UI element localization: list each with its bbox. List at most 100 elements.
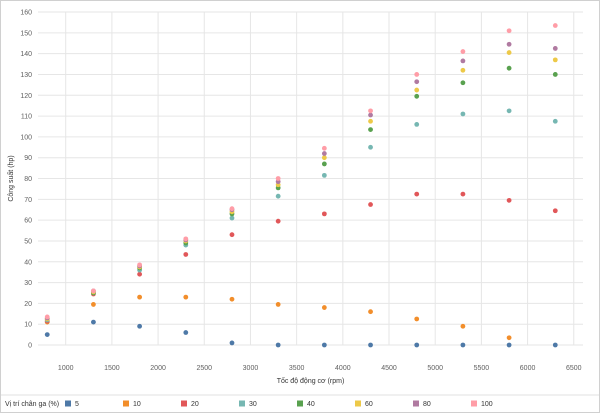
point-series-100	[368, 108, 373, 114]
y-axis-ticks: 0 10 20 30 40 50 60 70 80 90 100 110 120 130 140 150 160	[20, 10, 32, 350]
point-series-60	[460, 67, 466, 73]
point-series-80	[368, 112, 373, 118]
legend-label-10: 10	[133, 401, 141, 408]
point-series-60	[368, 118, 373, 124]
point-series-5	[460, 342, 466, 348]
point-series-10	[414, 316, 420, 322]
point-series-80	[552, 46, 558, 51]
point-series-100	[552, 23, 558, 28]
point-series-20	[506, 197, 512, 203]
point-series-10	[275, 302, 281, 307]
point-series-20	[275, 218, 281, 224]
y-tick-label: 50	[24, 238, 32, 245]
point-series-30	[229, 215, 235, 221]
legend-title: Vị trí chân ga (%)	[5, 401, 59, 408]
point-series-100	[91, 288, 96, 294]
point-series-80	[460, 58, 466, 64]
point-series-30	[321, 172, 327, 178]
point-series-5	[229, 340, 235, 346]
point-series-100	[229, 206, 235, 212]
point-series-100	[506, 28, 512, 34]
point-series-100	[275, 176, 281, 181]
point-series-40	[460, 80, 466, 86]
legend-swatch-80	[413, 400, 419, 407]
legend-swatch-40	[297, 400, 303, 407]
x-tick-label: 6000	[520, 365, 536, 372]
point-series-5	[91, 319, 96, 325]
point-series-20	[229, 232, 235, 238]
legend-label-100: 100	[481, 401, 493, 408]
point-series-40	[321, 161, 327, 167]
legend-swatch-20	[181, 400, 187, 407]
point-series-80	[414, 79, 420, 85]
point-series-5	[275, 342, 281, 348]
point-series-100	[44, 314, 50, 320]
y-tick-label: 80	[24, 176, 32, 183]
legend-swatch-30	[239, 400, 245, 407]
y-tick-label: 130	[20, 72, 32, 79]
point-series-20	[183, 252, 189, 257]
y-tick-label: 160	[20, 10, 32, 17]
legend-label-40: 40	[307, 401, 315, 408]
point-series-100	[137, 262, 143, 268]
legend-swatch-5	[65, 400, 71, 407]
y-tick-label: 40	[24, 259, 32, 266]
point-series-100	[460, 49, 466, 54]
legend: 5 10 20 30 40 60 80 100	[65, 400, 493, 408]
x-tick-label: 2000	[150, 365, 166, 372]
grid-layer	[38, 11, 583, 346]
point-series-5	[183, 330, 189, 335]
y-tick-label: 120	[20, 93, 32, 100]
point-series-10	[229, 296, 235, 302]
y-tick-label: 0	[28, 343, 32, 350]
x-axis-title: Tốc độ động cơ (rpm)	[277, 376, 345, 385]
point-series-30	[460, 111, 466, 117]
legend-label-20: 20	[191, 401, 199, 408]
data-points	[44, 23, 558, 348]
legend-label-30: 30	[249, 401, 257, 408]
point-series-60	[552, 57, 558, 63]
point-series-30	[414, 121, 420, 127]
point-series-20	[321, 211, 327, 217]
x-tick-label: 1500	[104, 365, 120, 372]
point-series-40	[368, 127, 373, 132]
x-tick-label: 5000	[427, 365, 443, 372]
point-series-60	[414, 87, 420, 93]
x-tick-label: 4000	[335, 365, 351, 372]
x-tick-label: 1000	[58, 365, 74, 372]
point-series-30	[275, 193, 281, 199]
y-tick-label: 150	[20, 30, 32, 37]
point-series-100	[183, 236, 189, 242]
y-tick-label: 110	[21, 114, 32, 121]
point-series-100	[321, 145, 327, 151]
y-tick-label: 60	[24, 218, 32, 225]
point-series-30	[552, 118, 558, 124]
point-series-5	[506, 342, 512, 348]
legend-swatch-10	[123, 400, 129, 407]
point-series-10	[137, 294, 143, 300]
point-series-80	[506, 41, 512, 47]
point-series-20	[414, 191, 420, 197]
point-series-60	[321, 155, 327, 161]
point-series-30	[506, 108, 512, 114]
x-tick-label: 2500	[196, 365, 212, 372]
y-tick-label: 20	[24, 301, 32, 308]
point-series-40	[506, 65, 512, 71]
point-series-20	[137, 271, 143, 277]
point-series-40	[414, 93, 420, 99]
y-axis-title: Công suất (hp)	[6, 155, 15, 201]
legend-label-80: 80	[423, 401, 431, 408]
point-series-5	[137, 323, 143, 329]
y-tick-label: 100	[20, 134, 32, 141]
y-tick-label: 10	[24, 322, 32, 329]
legend-label-60: 60	[365, 401, 373, 408]
legend-swatch-100	[471, 400, 477, 407]
y-tick-label: 30	[24, 280, 32, 287]
y-tick-label: 140	[20, 51, 32, 58]
point-series-40	[552, 72, 558, 77]
point-series-10	[183, 294, 189, 300]
point-series-10	[321, 305, 327, 310]
x-tick-label: 3500	[289, 365, 305, 372]
point-series-30	[368, 144, 373, 150]
